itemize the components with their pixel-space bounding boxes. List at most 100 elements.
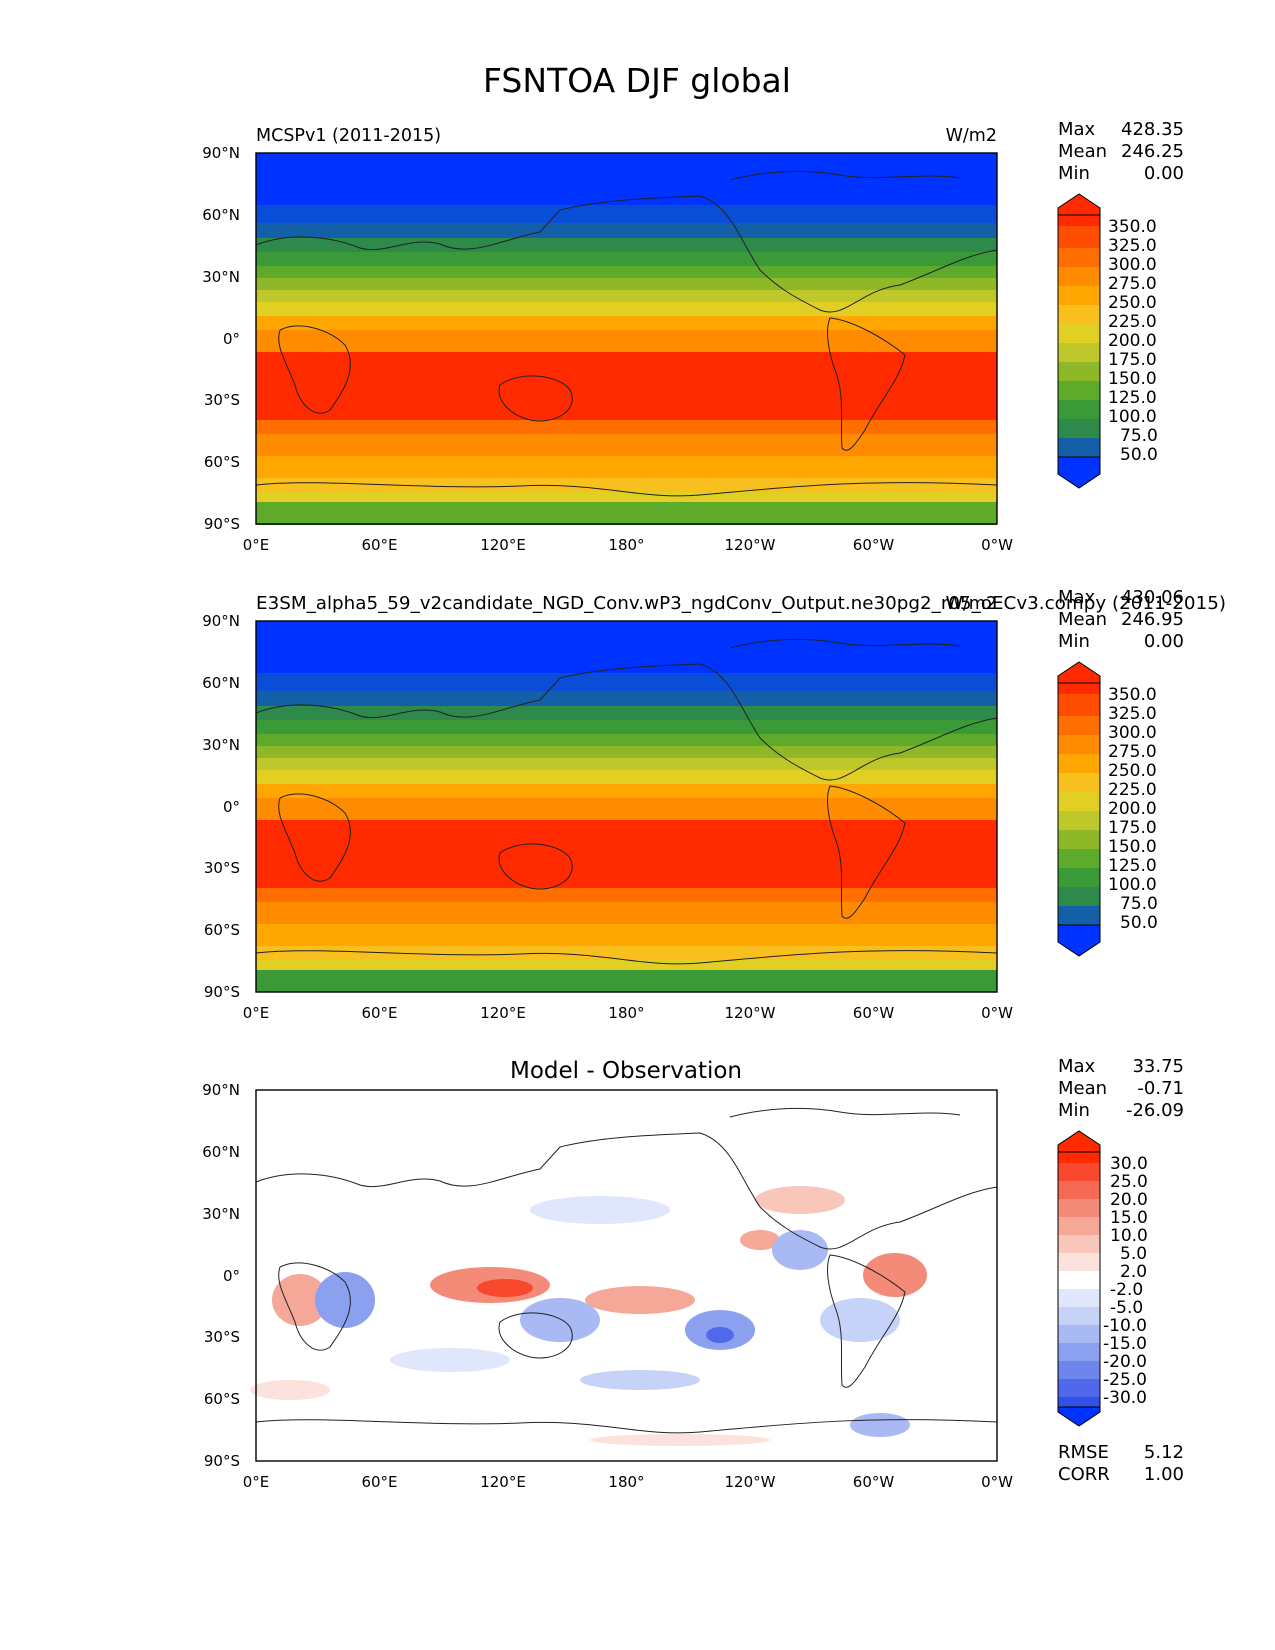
map-band-12 bbox=[256, 820, 997, 888]
xtick-label: 120°E bbox=[480, 536, 526, 554]
anomaly-negative bbox=[820, 1298, 900, 1342]
xtick-label: 120°E bbox=[480, 1473, 526, 1491]
map-band-16 bbox=[256, 946, 997, 960]
anomaly-positive bbox=[740, 1230, 780, 1250]
ytick-label: 30°N bbox=[202, 736, 240, 754]
xtick-label: 0°E bbox=[243, 1473, 270, 1491]
stat-min-label: Min bbox=[1058, 1100, 1090, 1121]
xtick-label: 0°W bbox=[981, 536, 1013, 554]
colorbar-bin-5 bbox=[1058, 286, 1100, 305]
anomaly-negative bbox=[772, 1230, 828, 1270]
colorbar-level: 275.0 bbox=[1108, 274, 1157, 294]
colorbar-bin-13 bbox=[1058, 438, 1100, 457]
ytick-label: 30°S bbox=[204, 391, 240, 409]
ytick-label: 90°S bbox=[204, 515, 240, 533]
colorbar-level: 200.0 bbox=[1108, 331, 1157, 351]
xtick-label: 0°E bbox=[243, 1004, 270, 1022]
colorbar-bin-9 bbox=[1058, 1289, 1100, 1307]
map-band-7 bbox=[256, 278, 997, 290]
map-band-8 bbox=[256, 290, 997, 302]
colorbar-level: 75.0 bbox=[1120, 894, 1158, 914]
colorbar-bottom-extension bbox=[1057, 924, 1101, 957]
map-band-8 bbox=[256, 758, 997, 770]
colorbar-level: 75.0 bbox=[1120, 426, 1158, 446]
colorbar-level: 100.0 bbox=[1108, 875, 1157, 895]
colorbar-bin-10 bbox=[1058, 1307, 1100, 1325]
colorbar-level: 250.0 bbox=[1108, 293, 1157, 313]
colorbar-bottom-extension bbox=[1057, 456, 1101, 489]
map-band-11 bbox=[256, 798, 997, 820]
map-band-9 bbox=[256, 302, 997, 316]
colorbar-level: 150.0 bbox=[1108, 837, 1157, 857]
colorbar-level: -15.0 bbox=[1103, 1334, 1147, 1354]
colorbar-bin-6 bbox=[1058, 773, 1100, 792]
map-band-17 bbox=[256, 492, 997, 502]
stat-mean-label: Mean bbox=[1058, 1078, 1107, 1099]
map-band-5 bbox=[256, 720, 997, 734]
colorbar-bin-2 bbox=[1058, 694, 1100, 716]
map-band-2 bbox=[256, 673, 997, 691]
colorbar-level: 50.0 bbox=[1120, 913, 1158, 933]
anomaly-positive bbox=[250, 1380, 330, 1400]
panel-difference-title: Model - Observation bbox=[510, 1058, 742, 1084]
map-band-10 bbox=[256, 316, 997, 330]
xtick-label: 0°W bbox=[981, 1004, 1013, 1022]
colorbar-bin-2 bbox=[1058, 226, 1100, 248]
panel-reference-stats: Max 430.06 Mean 246.95 Min 0.00 bbox=[1058, 587, 1184, 652]
map-band-18 bbox=[256, 502, 997, 524]
anomaly-positive bbox=[272, 1274, 328, 1326]
ytick-label: 30°N bbox=[202, 1205, 240, 1223]
panel-test-map bbox=[255, 153, 998, 525]
ytick-label: 30°N bbox=[202, 268, 240, 286]
colorbar-bin-10 bbox=[1058, 381, 1100, 400]
anomaly-negative bbox=[390, 1348, 510, 1372]
colorbar-level: 125.0 bbox=[1108, 856, 1157, 876]
metric-rmse-value: 5.12 bbox=[1144, 1442, 1184, 1463]
colorbar-bin-9 bbox=[1058, 830, 1100, 849]
ytick-label: 60°N bbox=[202, 674, 240, 692]
stat-mean-label: Mean bbox=[1058, 141, 1107, 162]
panel-test-title-left: MCSPv1 (2011-2015) bbox=[256, 126, 441, 146]
metric-corr-label: CORR bbox=[1058, 1464, 1110, 1485]
stat-mean-value: 246.25 bbox=[1121, 141, 1184, 162]
colorbar-top-extension bbox=[1057, 661, 1101, 684]
colorbar-bin-13 bbox=[1058, 1361, 1100, 1379]
colorbar-top-extension bbox=[1057, 193, 1101, 216]
panel-reference-colorbar: 350.0 325.0 300.0 275.0 250.0 225.0 200.… bbox=[1057, 661, 1158, 957]
colorbar-bin-14 bbox=[1058, 1379, 1100, 1397]
ytick-label: 30°S bbox=[204, 859, 240, 877]
colorbar-level: 125.0 bbox=[1108, 388, 1157, 408]
panel-difference-metrics: RMSE 5.12 CORR 1.00 bbox=[1058, 1442, 1184, 1485]
xtick-label: 60°E bbox=[361, 1473, 397, 1491]
colorbar-level: 20.0 bbox=[1110, 1190, 1148, 1210]
panel-reference: E3SM_alpha5_59_v2candidate_NGD_Conv.wP3_… bbox=[202, 587, 1226, 1022]
panel-reference-xaxis: 0°E 60°E 120°E 180° 120°W 60°W 0°W bbox=[243, 1004, 1013, 1022]
panel-test-colorbar: 350.0 325.0 300.0 275.0 250.0 225.0 200.… bbox=[1057, 193, 1158, 489]
ytick-label: 90°N bbox=[202, 144, 240, 162]
map-band-6 bbox=[256, 734, 997, 746]
stat-min-label: Min bbox=[1058, 631, 1090, 652]
metric-rmse-label: RMSE bbox=[1058, 1442, 1109, 1463]
metric-corr-value: 1.00 bbox=[1144, 1464, 1184, 1485]
ytick-label: 30°S bbox=[204, 1328, 240, 1346]
anomaly-negative bbox=[315, 1272, 375, 1328]
panel-difference-stats: Max 33.75 Mean -0.71 Min -26.09 bbox=[1058, 1056, 1184, 1121]
colorbar-bin-11 bbox=[1058, 868, 1100, 887]
xtick-label: 0°W bbox=[981, 1473, 1013, 1491]
colorbar-bin-12 bbox=[1058, 419, 1100, 438]
ytick-label: 60°S bbox=[204, 921, 240, 939]
xtick-label: 60°W bbox=[853, 1473, 895, 1491]
panel-difference-map bbox=[250, 1090, 998, 1461]
xtick-label: 120°W bbox=[725, 1004, 776, 1022]
colorbar-level: 325.0 bbox=[1108, 236, 1157, 256]
colorbar-bin-3 bbox=[1058, 248, 1100, 267]
colorbar-bin-11 bbox=[1058, 400, 1100, 419]
xtick-label: 120°E bbox=[480, 1004, 526, 1022]
map-band-3 bbox=[256, 691, 997, 706]
colorbar-frame bbox=[1057, 682, 1101, 926]
colorbar-bin-9 bbox=[1058, 362, 1100, 381]
colorbar-level: 5.0 bbox=[1120, 1244, 1147, 1264]
map-band-5 bbox=[256, 252, 997, 266]
map-band-18 bbox=[256, 970, 997, 992]
